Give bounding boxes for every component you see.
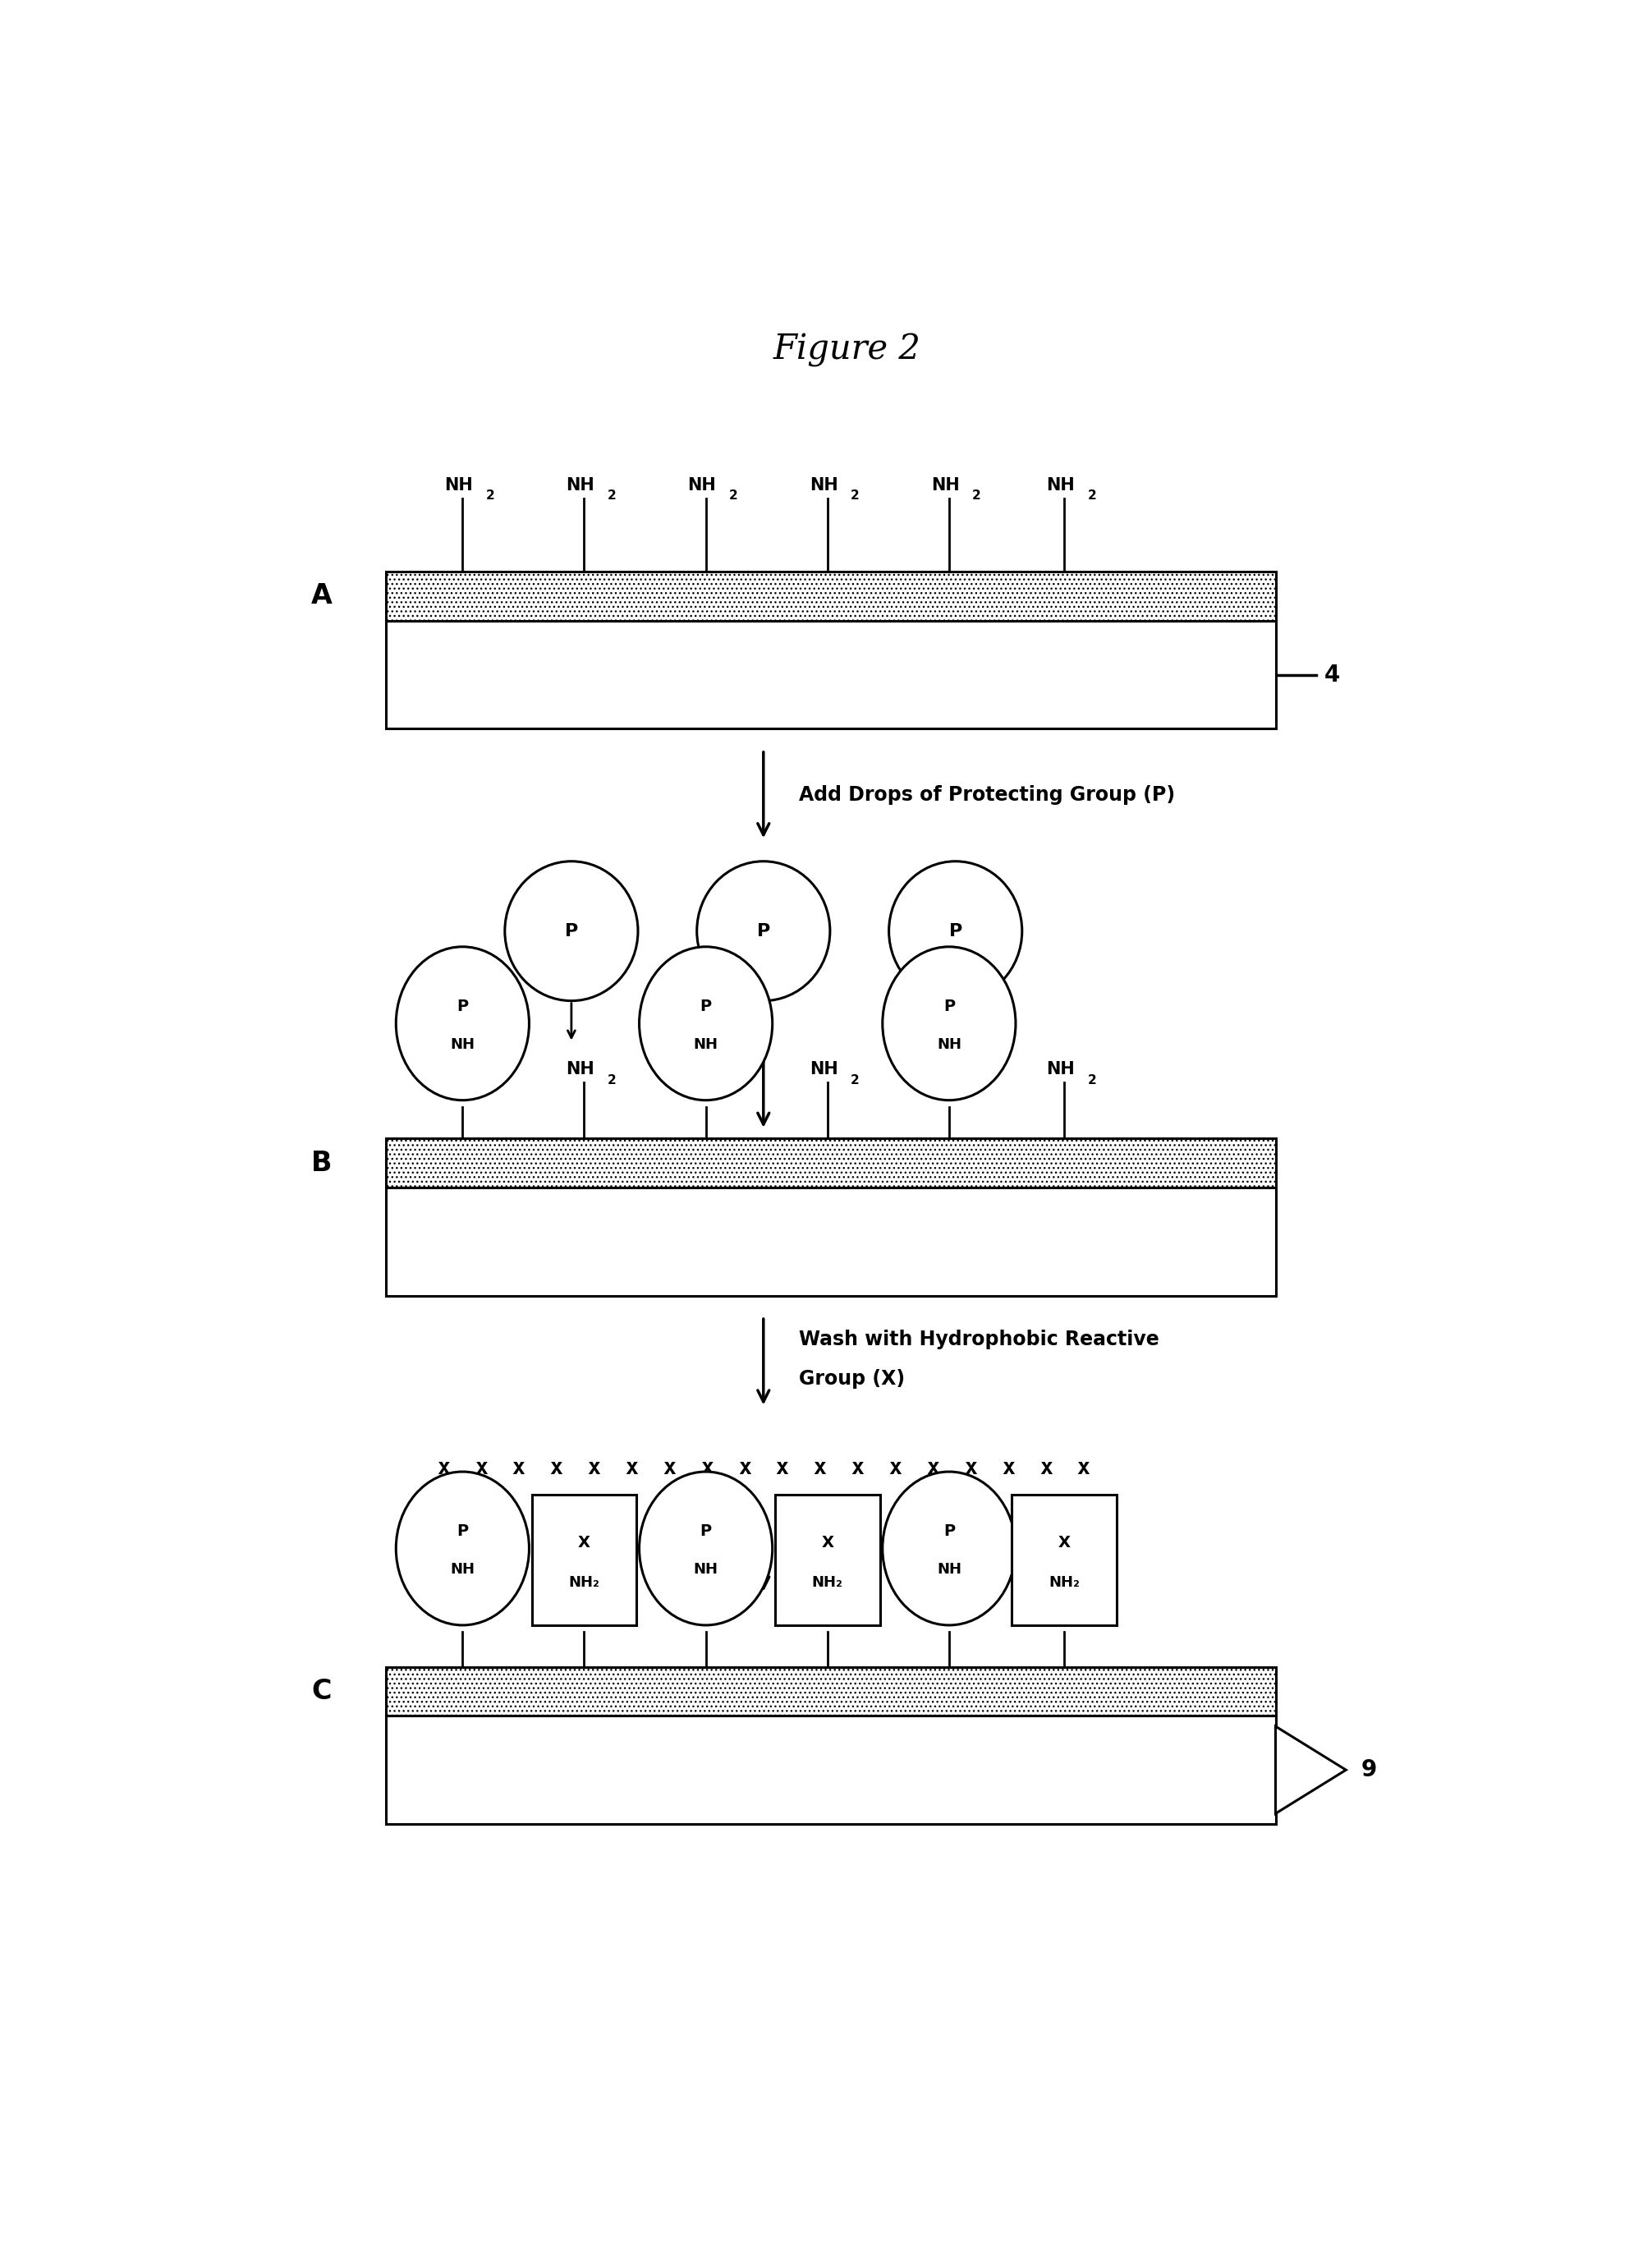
Text: C: C: [312, 1678, 332, 1706]
Text: P: P: [700, 1522, 712, 1538]
Text: B: B: [311, 1148, 332, 1176]
Text: 2: 2: [971, 489, 981, 503]
Text: 2: 2: [608, 489, 616, 503]
Text: x: x: [1039, 1459, 1052, 1479]
Text: x: x: [662, 1459, 676, 1479]
Text: NH: NH: [451, 1037, 474, 1051]
Ellipse shape: [882, 1472, 1016, 1626]
Text: NH: NH: [444, 478, 472, 494]
Text: x: x: [550, 1459, 563, 1479]
Text: x: x: [474, 1459, 487, 1479]
Ellipse shape: [697, 861, 829, 1001]
Text: NH: NH: [1046, 478, 1075, 494]
Text: Add Drops of Protecting Group (P): Add Drops of Protecting Group (P): [800, 786, 1176, 804]
Text: NH₂: NH₂: [811, 1574, 843, 1590]
Bar: [532, 1495, 636, 1626]
Text: P: P: [757, 922, 770, 940]
Text: NH: NH: [567, 478, 595, 494]
Text: x: x: [889, 1459, 902, 1479]
Text: 4: 4: [1325, 664, 1340, 686]
Text: x: x: [776, 1459, 788, 1479]
Ellipse shape: [639, 1472, 773, 1626]
Text: 2: 2: [608, 1074, 616, 1087]
Text: x: x: [965, 1459, 976, 1479]
Bar: [1011, 1495, 1117, 1626]
Text: NH: NH: [694, 1563, 719, 1576]
Text: NH: NH: [687, 478, 717, 494]
Text: P: P: [456, 1522, 469, 1538]
Bar: [385, 1139, 1275, 1187]
Text: x: x: [700, 1459, 714, 1479]
Ellipse shape: [639, 947, 773, 1101]
Text: x: x: [1077, 1459, 1090, 1479]
Text: x: x: [851, 1459, 864, 1479]
Text: NH: NH: [694, 1037, 719, 1051]
Text: P: P: [456, 999, 469, 1015]
Text: Figure 2: Figure 2: [773, 333, 920, 367]
Text: NH₂: NH₂: [1049, 1574, 1080, 1590]
Text: x: x: [738, 1459, 752, 1479]
Text: Group (X): Group (X): [800, 1370, 905, 1388]
Text: x: x: [436, 1459, 449, 1479]
Polygon shape: [1275, 1726, 1346, 1814]
Text: A: A: [311, 582, 332, 609]
Bar: [775, 1495, 881, 1626]
Text: P: P: [943, 999, 955, 1015]
Text: 2: 2: [729, 489, 738, 503]
Ellipse shape: [506, 861, 638, 1001]
Text: x: x: [588, 1459, 600, 1479]
Text: 2: 2: [1087, 1074, 1097, 1087]
Text: 2: 2: [486, 489, 494, 503]
Bar: [385, 1187, 1275, 1296]
Bar: [385, 1717, 1275, 1823]
Text: NH: NH: [567, 1060, 595, 1078]
Text: Wash with Hydrophobic Reactive: Wash with Hydrophobic Reactive: [800, 1330, 1160, 1350]
Ellipse shape: [396, 947, 529, 1101]
Text: NH: NH: [937, 1563, 961, 1576]
Text: P: P: [700, 999, 712, 1015]
Text: 2: 2: [1087, 489, 1097, 503]
Text: NH: NH: [809, 1060, 838, 1078]
Text: 9: 9: [1361, 1758, 1378, 1783]
Text: NH: NH: [932, 478, 960, 494]
Text: NH: NH: [937, 1037, 961, 1051]
Text: NH: NH: [809, 478, 838, 494]
Ellipse shape: [889, 861, 1023, 1001]
Text: x: x: [813, 1459, 826, 1479]
Text: P: P: [943, 1522, 955, 1538]
Text: P: P: [565, 922, 578, 940]
Text: 2: 2: [851, 489, 859, 503]
Text: x: x: [512, 1459, 525, 1479]
Bar: [385, 571, 1275, 621]
Text: P: P: [948, 922, 961, 940]
Bar: [385, 1667, 1275, 1717]
Text: NH: NH: [451, 1563, 474, 1576]
Ellipse shape: [396, 1472, 529, 1626]
Text: X: X: [821, 1536, 834, 1549]
Text: X: X: [1059, 1536, 1070, 1549]
Text: NH₂: NH₂: [568, 1574, 600, 1590]
Text: NH: NH: [1046, 1060, 1075, 1078]
Text: x: x: [1001, 1459, 1014, 1479]
Text: 2: 2: [851, 1074, 859, 1087]
Text: x: x: [624, 1459, 638, 1479]
Text: X: X: [578, 1536, 590, 1549]
Ellipse shape: [882, 947, 1016, 1101]
Bar: [385, 621, 1275, 729]
Text: x: x: [927, 1459, 940, 1479]
